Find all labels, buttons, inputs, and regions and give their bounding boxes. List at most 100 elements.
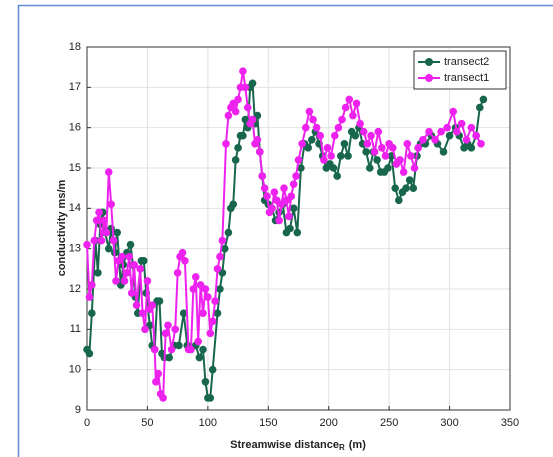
marker xyxy=(231,107,240,116)
legend-label: transect2 xyxy=(444,56,489,68)
marker xyxy=(409,184,418,192)
marker xyxy=(138,309,147,318)
marker xyxy=(340,140,349,148)
marker xyxy=(304,144,312,152)
marker xyxy=(333,172,341,180)
marker xyxy=(270,188,279,196)
marker xyxy=(229,200,238,209)
marker xyxy=(289,204,298,213)
marker xyxy=(126,240,135,249)
marker xyxy=(293,228,302,237)
marker xyxy=(439,148,448,156)
marker xyxy=(312,123,321,132)
y-tick-label: 17 xyxy=(69,81,81,93)
marker xyxy=(305,107,314,116)
x-axis-label-subscript: R xyxy=(339,443,345,452)
marker xyxy=(85,293,94,301)
marker xyxy=(141,325,149,334)
marker xyxy=(248,79,257,88)
marker xyxy=(366,164,374,172)
marker xyxy=(351,131,360,140)
marker xyxy=(344,152,352,160)
marker xyxy=(175,341,183,350)
marker xyxy=(248,115,257,124)
marker xyxy=(287,192,296,201)
marker xyxy=(374,127,383,136)
marker xyxy=(363,140,372,148)
x-axis-label-unit: (m) xyxy=(349,439,366,451)
marker xyxy=(388,144,397,152)
marker xyxy=(206,329,215,338)
marker xyxy=(467,144,476,152)
marker xyxy=(216,252,224,261)
marker xyxy=(280,184,288,192)
marker xyxy=(125,252,134,261)
marker xyxy=(367,131,375,140)
x-tick-label: 0 xyxy=(84,417,90,429)
marker xyxy=(159,394,167,402)
marker xyxy=(260,184,269,192)
marker xyxy=(150,345,159,354)
marker xyxy=(239,131,247,140)
marker xyxy=(123,269,131,277)
legend-label: transect1 xyxy=(444,72,489,84)
marker xyxy=(216,285,224,293)
marker xyxy=(154,369,163,378)
y-tick-label: 9 xyxy=(75,404,81,416)
marker xyxy=(204,293,212,301)
marker xyxy=(127,289,136,297)
marker xyxy=(292,172,300,180)
marker xyxy=(161,329,170,338)
plot-area xyxy=(86,46,511,411)
marker xyxy=(118,252,126,261)
marker xyxy=(243,103,252,112)
marker xyxy=(112,277,120,285)
legend-marker xyxy=(425,74,433,82)
marker xyxy=(405,176,414,184)
marker xyxy=(181,256,189,265)
marker xyxy=(179,309,188,318)
marker xyxy=(109,236,118,245)
y-axis-label: conductivity ms/m xyxy=(56,179,68,276)
marker xyxy=(143,277,152,285)
marker xyxy=(201,377,210,386)
marker xyxy=(472,131,480,140)
marker xyxy=(199,309,207,318)
marker xyxy=(231,156,240,164)
marker xyxy=(107,200,115,209)
legend-box xyxy=(413,50,507,90)
marker xyxy=(191,273,200,281)
marker xyxy=(213,265,222,273)
marker xyxy=(258,172,267,180)
marker xyxy=(234,144,242,152)
marker xyxy=(475,103,484,112)
x-tick-label: 50 xyxy=(141,417,153,429)
marker xyxy=(294,156,303,164)
marker xyxy=(479,95,488,104)
marker xyxy=(285,212,293,221)
marker xyxy=(199,345,207,354)
marker xyxy=(263,192,271,201)
marker xyxy=(165,353,173,362)
marker xyxy=(140,256,148,265)
series-line xyxy=(86,80,485,399)
marker xyxy=(90,236,99,245)
marker xyxy=(113,228,122,237)
marker xyxy=(211,297,219,305)
legend-marker xyxy=(425,58,433,66)
marker xyxy=(477,140,485,148)
marker xyxy=(164,321,172,330)
marker xyxy=(329,164,338,172)
marker xyxy=(171,325,180,334)
marker xyxy=(201,285,210,293)
marker xyxy=(97,236,106,245)
marker xyxy=(152,377,160,386)
marker xyxy=(194,337,202,346)
marker xyxy=(95,208,103,217)
x-tick-label: 150 xyxy=(259,417,277,429)
x-tick-label: 300 xyxy=(440,417,458,429)
marker xyxy=(338,115,346,124)
marker xyxy=(341,103,350,112)
marker xyxy=(345,95,354,104)
